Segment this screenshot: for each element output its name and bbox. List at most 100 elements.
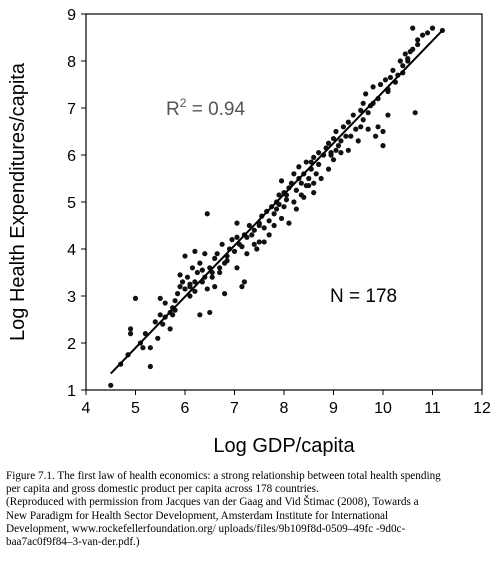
data-point <box>209 274 215 280</box>
data-point <box>325 166 332 172</box>
data-point <box>212 255 218 261</box>
data-point <box>231 248 238 254</box>
data-point <box>358 124 364 130</box>
data-point <box>174 291 181 297</box>
data-point <box>249 232 255 238</box>
data-point <box>179 279 186 285</box>
data-point <box>281 204 287 210</box>
data-point <box>189 265 196 271</box>
data-point <box>372 133 379 139</box>
data-point <box>348 133 354 139</box>
data-point <box>400 63 406 69</box>
data-point <box>318 175 324 182</box>
data-point <box>360 117 366 123</box>
data-point <box>132 295 139 301</box>
data-point <box>360 100 366 106</box>
x-tick-label: 10 <box>374 400 392 417</box>
caption-line: per capita and gross domestic product pe… <box>6 483 319 496</box>
data-point <box>365 110 371 116</box>
data-point <box>330 135 337 142</box>
caption-line: Figure 7.1. The first law of health econ… <box>6 470 441 482</box>
data-point <box>338 138 344 144</box>
data-point <box>170 312 176 318</box>
data-point <box>167 326 173 332</box>
data-point <box>330 157 337 163</box>
data-point <box>192 248 198 254</box>
data-point <box>311 154 317 160</box>
data-point <box>202 251 208 257</box>
data-point <box>276 201 282 207</box>
data-point <box>311 190 317 196</box>
data-point <box>325 140 332 146</box>
n-annotation: N = 178 <box>330 286 397 307</box>
data-point <box>308 159 314 165</box>
data-point <box>345 119 351 125</box>
data-point <box>353 126 359 132</box>
y-tick-label: 7 <box>67 101 76 118</box>
data-point <box>229 237 235 243</box>
data-point <box>380 128 386 135</box>
data-point <box>291 171 297 177</box>
data-point <box>316 150 322 156</box>
data-point <box>234 220 240 226</box>
data-point <box>127 326 134 332</box>
data-point <box>335 143 342 149</box>
data-point <box>316 161 322 167</box>
data-point <box>147 363 153 370</box>
data-point <box>256 239 262 245</box>
data-point <box>142 331 148 337</box>
data-point <box>328 150 334 156</box>
data-point <box>380 143 386 149</box>
data-point <box>160 321 166 327</box>
data-point <box>313 171 319 177</box>
data-point <box>296 164 302 170</box>
data-point <box>217 265 223 271</box>
data-point <box>350 112 356 118</box>
data-point <box>338 150 344 156</box>
data-point <box>182 253 188 259</box>
data-point <box>234 265 240 271</box>
data-point <box>187 281 193 287</box>
data-point <box>278 178 285 184</box>
data-point <box>358 107 364 113</box>
y-tick-label: 8 <box>67 54 76 71</box>
data-point <box>192 288 198 294</box>
x-tick-label: 11 <box>424 400 441 417</box>
y-tick-label: 2 <box>67 336 76 353</box>
data-point <box>155 335 161 341</box>
y-tick-label: 6 <box>67 148 76 165</box>
data-point <box>278 215 285 222</box>
caption-line: Development, www.rockefellerfoundation.o… <box>6 522 406 535</box>
y-axis-title: Log Health Expenditures/capita <box>7 62 29 341</box>
data-point <box>199 267 205 273</box>
data-point <box>293 187 299 193</box>
data-point <box>303 182 309 189</box>
data-point <box>254 246 260 252</box>
data-point <box>375 124 381 130</box>
data-point <box>244 251 250 257</box>
data-point <box>177 284 183 290</box>
data-point <box>246 222 252 229</box>
data-point <box>410 46 416 52</box>
data-point <box>340 124 346 130</box>
data-point <box>239 284 245 290</box>
data-point <box>333 128 339 135</box>
data-point <box>152 319 158 325</box>
data-point <box>234 234 240 240</box>
data-point <box>420 32 426 38</box>
data-point <box>187 293 193 299</box>
data-point <box>382 77 389 83</box>
data-point <box>194 269 200 276</box>
data-point <box>212 284 218 290</box>
x-tick-label: 8 <box>280 400 289 417</box>
data-point <box>182 286 188 292</box>
data-point <box>251 241 257 247</box>
data-point <box>303 159 309 165</box>
data-point <box>261 239 267 245</box>
data-point <box>251 227 257 233</box>
data-point <box>397 58 403 64</box>
caption-line: New Paradigm for Health Sector Developme… <box>6 509 389 522</box>
data-point <box>127 331 134 337</box>
data-point <box>261 225 267 231</box>
x-tick-label: 4 <box>82 400 91 417</box>
